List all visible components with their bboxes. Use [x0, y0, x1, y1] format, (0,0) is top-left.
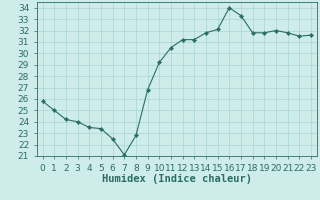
X-axis label: Humidex (Indice chaleur): Humidex (Indice chaleur)	[102, 174, 252, 184]
